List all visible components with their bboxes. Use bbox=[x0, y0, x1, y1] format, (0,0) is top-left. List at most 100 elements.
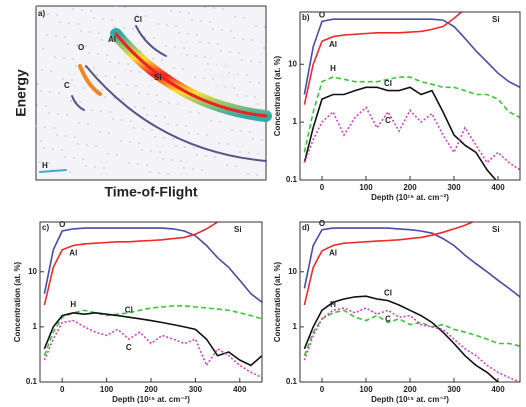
noise bbox=[233, 37, 235, 39]
noise bbox=[136, 14, 138, 16]
noise bbox=[158, 172, 160, 174]
noise bbox=[35, 5, 37, 7]
noise bbox=[198, 112, 200, 114]
noise bbox=[121, 119, 123, 121]
annotation: O bbox=[78, 43, 84, 52]
noise bbox=[249, 81, 251, 83]
noise bbox=[154, 136, 156, 138]
noise bbox=[42, 48, 44, 50]
noise bbox=[261, 139, 263, 141]
noise bbox=[227, 143, 229, 145]
noise bbox=[151, 129, 153, 131]
noise bbox=[176, 124, 178, 126]
noise bbox=[204, 6, 206, 8]
noise bbox=[161, 59, 163, 61]
noise bbox=[133, 127, 135, 129]
noise bbox=[209, 21, 211, 23]
series-label: Al bbox=[69, 249, 77, 258]
curve bbox=[39, 169, 67, 173]
noise bbox=[61, 149, 63, 151]
x-tick-label: 200 bbox=[403, 385, 417, 394]
series-label: Cl bbox=[384, 79, 392, 88]
noise bbox=[197, 133, 199, 135]
noise bbox=[258, 82, 260, 84]
noise bbox=[118, 62, 120, 64]
noise bbox=[115, 5, 117, 7]
noise bbox=[264, 26, 266, 28]
noise bbox=[44, 126, 46, 128]
annotation: C bbox=[64, 81, 70, 90]
noise bbox=[196, 154, 198, 156]
noise bbox=[101, 39, 103, 41]
noise bbox=[233, 87, 235, 89]
noise bbox=[213, 7, 215, 9]
noise bbox=[58, 92, 60, 94]
noise bbox=[117, 83, 119, 85]
series-label: Cl bbox=[125, 305, 133, 314]
noise bbox=[255, 25, 257, 27]
noise bbox=[128, 162, 130, 164]
noise bbox=[168, 102, 170, 104]
noise bbox=[127, 63, 129, 65]
noise bbox=[99, 131, 101, 133]
noise bbox=[229, 51, 231, 53]
noise bbox=[142, 128, 144, 130]
noise bbox=[210, 120, 212, 122]
series-line bbox=[303, 106, 520, 171]
noise bbox=[111, 19, 113, 21]
noise bbox=[152, 58, 154, 60]
noise bbox=[103, 167, 105, 169]
noise bbox=[67, 43, 69, 45]
annotation: Si bbox=[492, 225, 500, 234]
annotation: Si bbox=[492, 15, 500, 24]
noise bbox=[75, 65, 77, 67]
noise bbox=[40, 90, 42, 92]
x-tick-label: 0 bbox=[320, 183, 325, 192]
plot-frame bbox=[39, 221, 263, 383]
y-axis-label: Concentration (at. %) bbox=[273, 261, 282, 342]
noise bbox=[217, 43, 219, 45]
noise bbox=[257, 153, 259, 155]
noise bbox=[56, 14, 58, 16]
noise bbox=[177, 103, 179, 105]
y-tick-label: 10 bbox=[28, 267, 37, 276]
noise bbox=[59, 21, 61, 23]
noise bbox=[70, 100, 72, 102]
x-axis-label: Depth (10¹⁵ at. cm⁻²) bbox=[112, 395, 190, 404]
series-line bbox=[43, 222, 220, 306]
noise bbox=[38, 12, 40, 14]
series-line bbox=[43, 311, 262, 367]
noise bbox=[102, 18, 104, 20]
noise bbox=[184, 146, 186, 148]
noise bbox=[97, 53, 99, 55]
annotation: Si bbox=[154, 73, 162, 82]
noise bbox=[241, 59, 243, 61]
y-tick-label: 1 bbox=[293, 322, 298, 331]
noise bbox=[174, 46, 176, 48]
noise bbox=[46, 34, 48, 36]
noise bbox=[109, 61, 111, 63]
noise bbox=[139, 71, 141, 73]
series-group bbox=[303, 12, 520, 180]
noise bbox=[94, 166, 96, 168]
noise bbox=[263, 47, 265, 49]
noise bbox=[147, 93, 149, 95]
noise bbox=[120, 140, 122, 142]
noise bbox=[245, 95, 247, 97]
y-axis-label: Energy bbox=[13, 69, 29, 117]
noise bbox=[76, 44, 78, 46]
noise bbox=[55, 35, 57, 37]
noise bbox=[199, 41, 201, 43]
series-line bbox=[43, 319, 262, 379]
series-group bbox=[43, 222, 262, 379]
noise bbox=[249, 131, 251, 133]
y-tick-label: 1 bbox=[33, 322, 38, 331]
noise bbox=[80, 30, 82, 32]
noise bbox=[149, 171, 151, 173]
noise bbox=[159, 151, 161, 153]
annotation: Si bbox=[234, 225, 242, 234]
noise bbox=[135, 85, 137, 87]
noise bbox=[64, 156, 66, 158]
series-label: O bbox=[59, 220, 65, 229]
noise bbox=[47, 13, 49, 15]
